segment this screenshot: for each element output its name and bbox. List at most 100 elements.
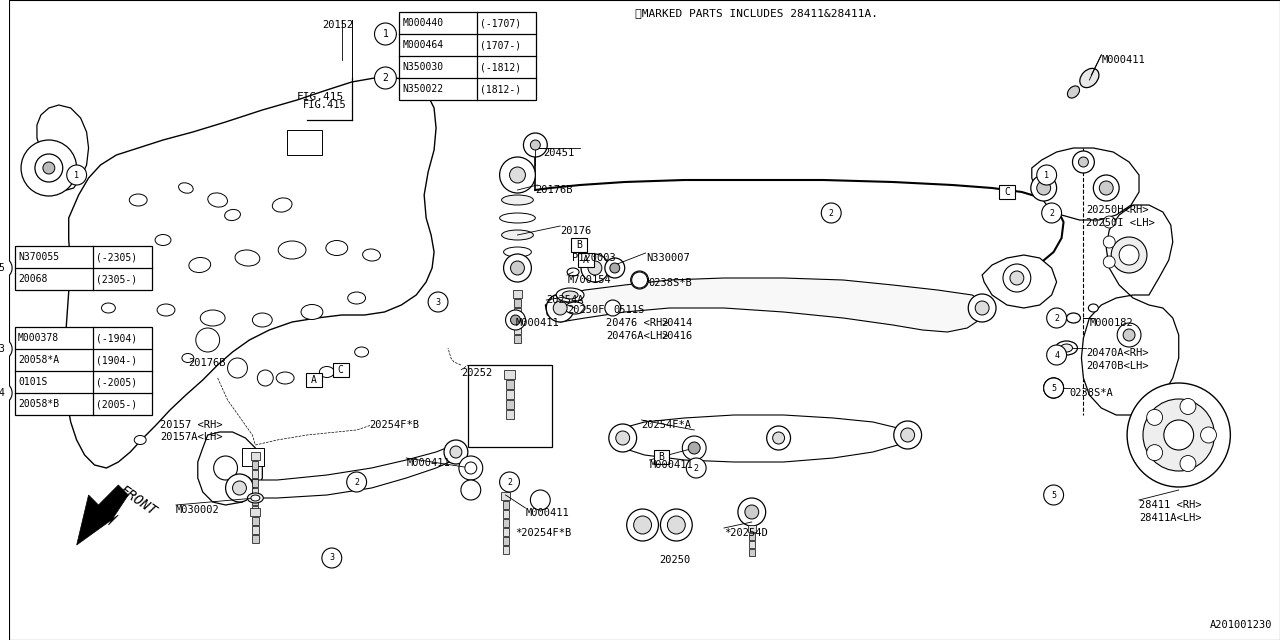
Circle shape <box>196 328 220 352</box>
Ellipse shape <box>348 292 366 304</box>
Text: A: A <box>311 375 317 385</box>
Circle shape <box>773 432 785 444</box>
Circle shape <box>506 310 525 330</box>
Text: (2005-): (2005-) <box>96 399 137 409</box>
Circle shape <box>1119 245 1139 265</box>
Circle shape <box>1103 236 1115 248</box>
Circle shape <box>901 428 915 442</box>
Text: M700154: M700154 <box>567 275 611 285</box>
Circle shape <box>509 167 525 183</box>
Text: 20254F*B: 20254F*B <box>370 420 420 430</box>
Ellipse shape <box>1056 341 1078 355</box>
Text: 20416: 20416 <box>662 331 692 341</box>
Polygon shape <box>37 105 88 190</box>
Bar <box>500 492 509 500</box>
Text: 4: 4 <box>0 388 4 398</box>
Circle shape <box>1037 165 1056 185</box>
Text: A201001230: A201001230 <box>1210 620 1272 630</box>
Text: A: A <box>584 255 589 265</box>
Text: 2: 2 <box>828 209 833 218</box>
Text: 3: 3 <box>0 344 4 354</box>
Circle shape <box>588 261 602 275</box>
Circle shape <box>605 258 625 278</box>
Text: B: B <box>576 240 582 250</box>
Text: 20476A<LH>: 20476A<LH> <box>605 331 668 341</box>
Polygon shape <box>198 432 262 505</box>
Circle shape <box>627 509 658 541</box>
Text: 2: 2 <box>1055 314 1059 323</box>
Ellipse shape <box>241 477 251 483</box>
Ellipse shape <box>278 241 306 259</box>
Ellipse shape <box>224 209 241 221</box>
Ellipse shape <box>1066 313 1080 323</box>
Circle shape <box>1111 237 1147 273</box>
Circle shape <box>233 481 247 495</box>
Circle shape <box>609 424 636 452</box>
Text: M000378: M000378 <box>18 333 59 343</box>
Circle shape <box>686 458 707 478</box>
Circle shape <box>616 431 630 445</box>
Text: 20476 <RH>: 20476 <RH> <box>605 318 668 328</box>
Circle shape <box>0 338 12 360</box>
Bar <box>748 525 755 532</box>
Text: 2: 2 <box>355 477 360 486</box>
Text: (-1707): (-1707) <box>480 18 521 28</box>
Text: 5: 5 <box>0 263 4 273</box>
Text: 2: 2 <box>383 73 388 83</box>
Text: 20250F: 20250F <box>567 305 604 315</box>
Circle shape <box>444 440 467 464</box>
Ellipse shape <box>251 495 260 501</box>
Bar <box>15 327 152 415</box>
Ellipse shape <box>134 435 146 445</box>
Bar <box>252 470 259 478</box>
Bar <box>503 501 508 509</box>
Bar <box>515 308 521 316</box>
Bar <box>252 535 259 543</box>
Circle shape <box>1037 181 1051 195</box>
Bar <box>749 541 755 548</box>
Bar <box>515 335 521 343</box>
Text: 20250I <LH>: 20250I <LH> <box>1087 218 1155 228</box>
Text: *20254F*B: *20254F*B <box>516 528 572 538</box>
Bar <box>515 299 521 307</box>
Text: *20254D: *20254D <box>724 528 768 538</box>
Text: M000411: M000411 <box>1101 55 1146 65</box>
Text: N370055: N370055 <box>18 252 59 262</box>
Text: C: C <box>1004 187 1010 197</box>
Circle shape <box>0 382 12 404</box>
Circle shape <box>553 301 567 315</box>
Ellipse shape <box>1080 68 1100 88</box>
Text: 2: 2 <box>1050 209 1055 218</box>
Bar <box>252 517 259 525</box>
Ellipse shape <box>114 394 127 403</box>
Bar <box>503 546 508 554</box>
Ellipse shape <box>252 313 273 327</box>
Ellipse shape <box>200 310 225 326</box>
Circle shape <box>499 472 520 492</box>
Bar <box>506 390 513 399</box>
Text: 20470B<LH>: 20470B<LH> <box>1087 361 1149 371</box>
Circle shape <box>737 498 765 526</box>
Text: 0238S*B: 0238S*B <box>649 278 692 288</box>
Ellipse shape <box>247 493 264 503</box>
Circle shape <box>225 474 253 502</box>
Text: 5: 5 <box>1051 490 1056 499</box>
Circle shape <box>968 294 996 322</box>
Text: M000411: M000411 <box>649 460 694 470</box>
Circle shape <box>975 301 989 315</box>
Ellipse shape <box>182 353 193 362</box>
Bar <box>251 452 260 460</box>
Text: 3: 3 <box>435 298 440 307</box>
Bar <box>252 461 259 469</box>
Text: 2: 2 <box>694 463 699 472</box>
Circle shape <box>375 23 397 45</box>
Circle shape <box>1180 456 1196 472</box>
Text: 20414: 20414 <box>662 318 692 328</box>
Ellipse shape <box>1068 86 1079 98</box>
Polygon shape <box>236 445 458 498</box>
Bar <box>506 400 513 409</box>
Text: 28411A<LH>: 28411A<LH> <box>1139 513 1202 523</box>
Bar <box>503 519 508 527</box>
Text: 20250: 20250 <box>659 555 691 565</box>
Bar <box>506 410 513 419</box>
